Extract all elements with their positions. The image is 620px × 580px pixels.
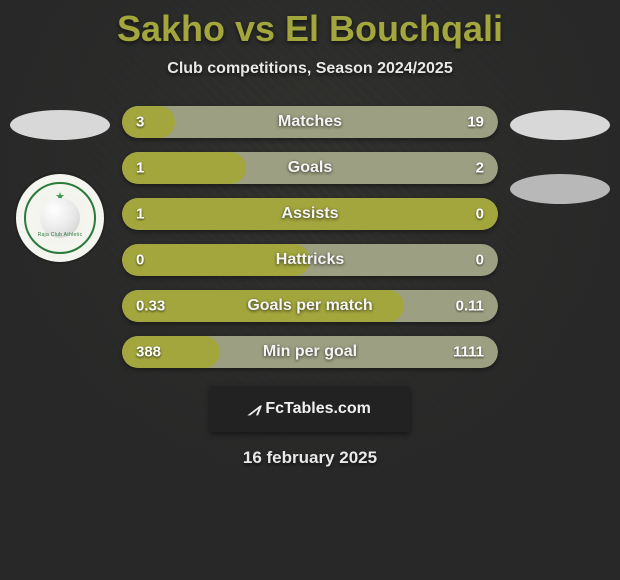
stat-row: 1 0 Assists [122,198,498,230]
right-player-placeholder [510,110,610,140]
stat-label: Min per goal [263,343,357,361]
stat-label: Matches [278,113,342,131]
stat-label: Goals per match [247,297,372,315]
stat-value-right: 19 [467,114,484,131]
stat-value-right: 2 [476,160,484,177]
stat-row: 388 1111 Min per goal [122,336,498,368]
comparison-subtitle: Club competitions, Season 2024/2025 [167,60,452,78]
stats-column: 3 19 Matches 1 2 Goals 1 0 Assists 0 0 Hattricks 0.3… [122,106,498,368]
stat-row: 3 19 Matches [122,106,498,138]
comparison-title: Sakho vs El Bouchqali [117,8,503,50]
stat-label: Assists [282,205,339,223]
stat-value-left: 0.33 [136,298,165,315]
main-comparison-area: ★ Raja Club Athletic 3 19 Matches 1 2 Goals 1 0… [0,106,620,368]
stat-label: Goals [288,159,332,177]
stat-value-left: 3 [136,114,144,131]
stat-value-left: 0 [136,252,144,269]
stat-row: 1 2 Goals [122,152,498,184]
right-player-column [510,106,610,368]
badge-caption: Raja Club Athletic [26,232,94,238]
stat-value-right: 0 [476,252,484,269]
infographic-date: 16 february 2025 [243,448,377,468]
stat-value-right: 0 [476,206,484,223]
right-club-placeholder [510,174,610,204]
stat-label: Hattricks [276,251,344,269]
stat-value-right: 0.11 [456,298,484,315]
stat-value-right: 1111 [453,344,484,361]
stat-value-left: 1 [136,160,144,177]
stat-value-left: 388 [136,344,161,361]
left-player-placeholder [10,110,110,140]
stat-bar-left [122,106,175,138]
logo-text: FcTables.com [265,400,371,418]
stat-value-left: 1 [136,206,144,223]
left-player-column: ★ Raja Club Athletic [10,106,110,368]
chart-icon: ⩘ [248,399,261,420]
left-club-badge: ★ Raja Club Athletic [16,174,104,262]
stat-row: 0 0 Hattricks [122,244,498,276]
fctables-logo: ⩘ FcTables.com [210,386,410,432]
stat-row: 0.33 0.11 Goals per match [122,290,498,322]
